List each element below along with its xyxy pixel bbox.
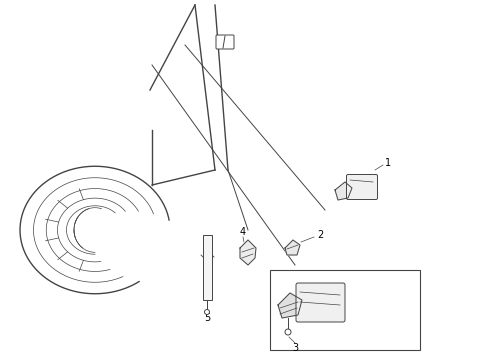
Polygon shape [335, 182, 352, 200]
Text: 3: 3 [292, 343, 298, 353]
Text: 1: 1 [385, 158, 391, 168]
Polygon shape [278, 293, 302, 318]
Circle shape [285, 329, 291, 335]
Circle shape [204, 310, 210, 315]
Bar [203, 235, 212, 300]
Text: 5: 5 [204, 313, 210, 323]
Polygon shape [285, 240, 300, 255]
Text: 4: 4 [240, 227, 246, 237]
Polygon shape [240, 240, 256, 265]
FancyBboxPatch shape [346, 175, 377, 199]
Bar [270, 270, 420, 350]
Text: 2: 2 [317, 230, 323, 240]
FancyBboxPatch shape [296, 283, 345, 322]
FancyBboxPatch shape [216, 35, 234, 49]
